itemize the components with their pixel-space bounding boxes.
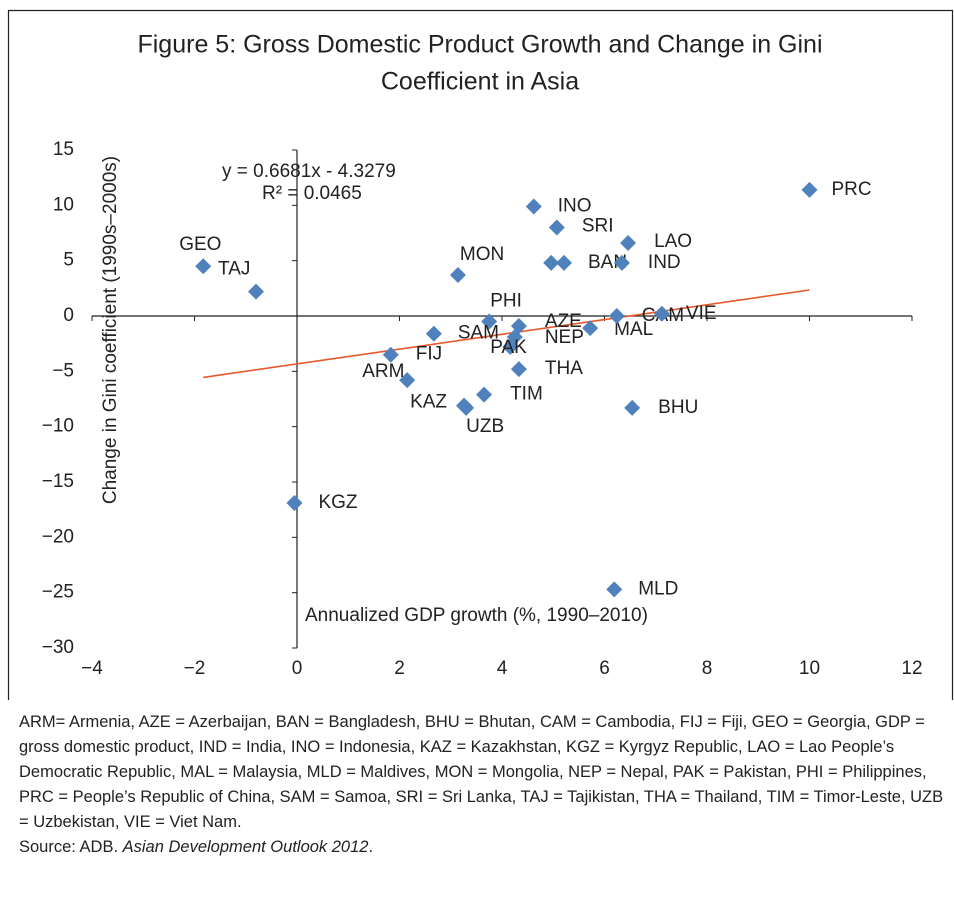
point-label: BHU [658,397,698,418]
point-label: TIM [510,384,543,405]
x-tick-label: 12 [901,658,922,679]
point-label: NEP [545,327,584,348]
point-label: UZB [466,416,504,437]
x-tick-label: −4 [81,658,103,679]
point-label: SAM [458,323,499,344]
point-label: KGZ [318,492,357,513]
x-tick-label: 8 [702,658,713,679]
point-label: PRC [832,179,872,200]
x-tick-label: 10 [799,658,820,679]
point-label: THA [545,358,583,379]
x-axis-title: Annualized GDP growth (%, 1990–2010) [305,605,648,626]
point [449,267,466,284]
y-tick-label: 15 [53,139,74,160]
point [801,181,818,198]
point [613,254,630,271]
x-tick-label: −2 [184,658,206,679]
point [510,361,527,378]
trendline [203,289,810,379]
point [620,234,637,251]
point [286,495,303,512]
point [556,254,573,271]
point-label: MAL [614,319,653,340]
source-suffix: . [368,838,374,856]
point-label: FIJ [416,344,442,365]
point [548,219,565,236]
point-label: VIE [686,303,717,324]
point [624,399,641,416]
y-tick-label: 10 [53,194,74,215]
y-tick-label: −30 [42,637,74,658]
point [582,320,599,337]
point-label: LAO [654,231,692,252]
point-label: AZE [545,311,582,332]
point-label: MON [460,244,504,265]
y-axis-title: Change in Gini coefficient (1990s–2000s) [100,156,121,504]
point-label: BAN [588,252,627,273]
point-label: SRI [582,215,614,236]
y-tick-label: −10 [42,416,74,437]
y-tick-label: −20 [42,526,74,547]
point-label: GEO [179,234,221,255]
point [606,581,623,598]
point-label: KAZ [410,392,447,413]
x-tick-label: 0 [292,658,303,679]
point-label: MLD [638,578,678,599]
notes: ARM= Armenia, AZE = Azerbaijan, BAN = Ba… [19,710,944,860]
source: Source: ADB. Asian Development Outlook 2… [19,835,944,860]
point-label: ARM [362,361,404,382]
point [195,258,212,275]
point [510,317,527,334]
point-label: INO [558,195,592,216]
point [481,313,498,330]
point-label: PHI [490,291,522,312]
source-prefix: Source: ADB. [19,838,123,856]
point [476,386,493,403]
point [525,198,542,215]
y-tick-label: 5 [63,250,74,271]
y-tick-label: −5 [52,360,74,381]
point [502,338,519,355]
point [608,308,625,324]
point [248,283,264,300]
point [458,399,475,416]
chart-title: Coefficient in Asia [381,68,579,96]
x-tick-label: 2 [394,658,405,679]
y-tick-label: −25 [42,582,74,603]
chart: Figure 5: Gross Domestic Product Growth … [7,9,954,700]
point [543,254,560,271]
point [653,305,670,322]
trendline-equation: y = 0.6681x - 4.3279 [222,161,396,182]
y-tick-label: 0 [63,305,74,326]
frame [7,9,954,700]
point-label: PAK [490,337,527,358]
point-label: IND [648,252,681,273]
source-title: Asian Development Outlook 2012 [122,838,369,856]
abbreviations: ARM= Armenia, AZE = Azerbaijan, BAN = Ba… [19,713,944,831]
point [425,325,442,342]
trendline-r2: R² = 0.0465 [262,183,362,204]
x-tick-label: 6 [599,658,610,679]
x-tick-label: 4 [497,658,508,679]
point-label: TAJ [218,259,250,280]
point [399,372,416,389]
point [382,346,399,363]
y-tick-label: −15 [42,471,74,492]
chart-title: Figure 5: Gross Domestic Product Growth … [137,31,822,59]
